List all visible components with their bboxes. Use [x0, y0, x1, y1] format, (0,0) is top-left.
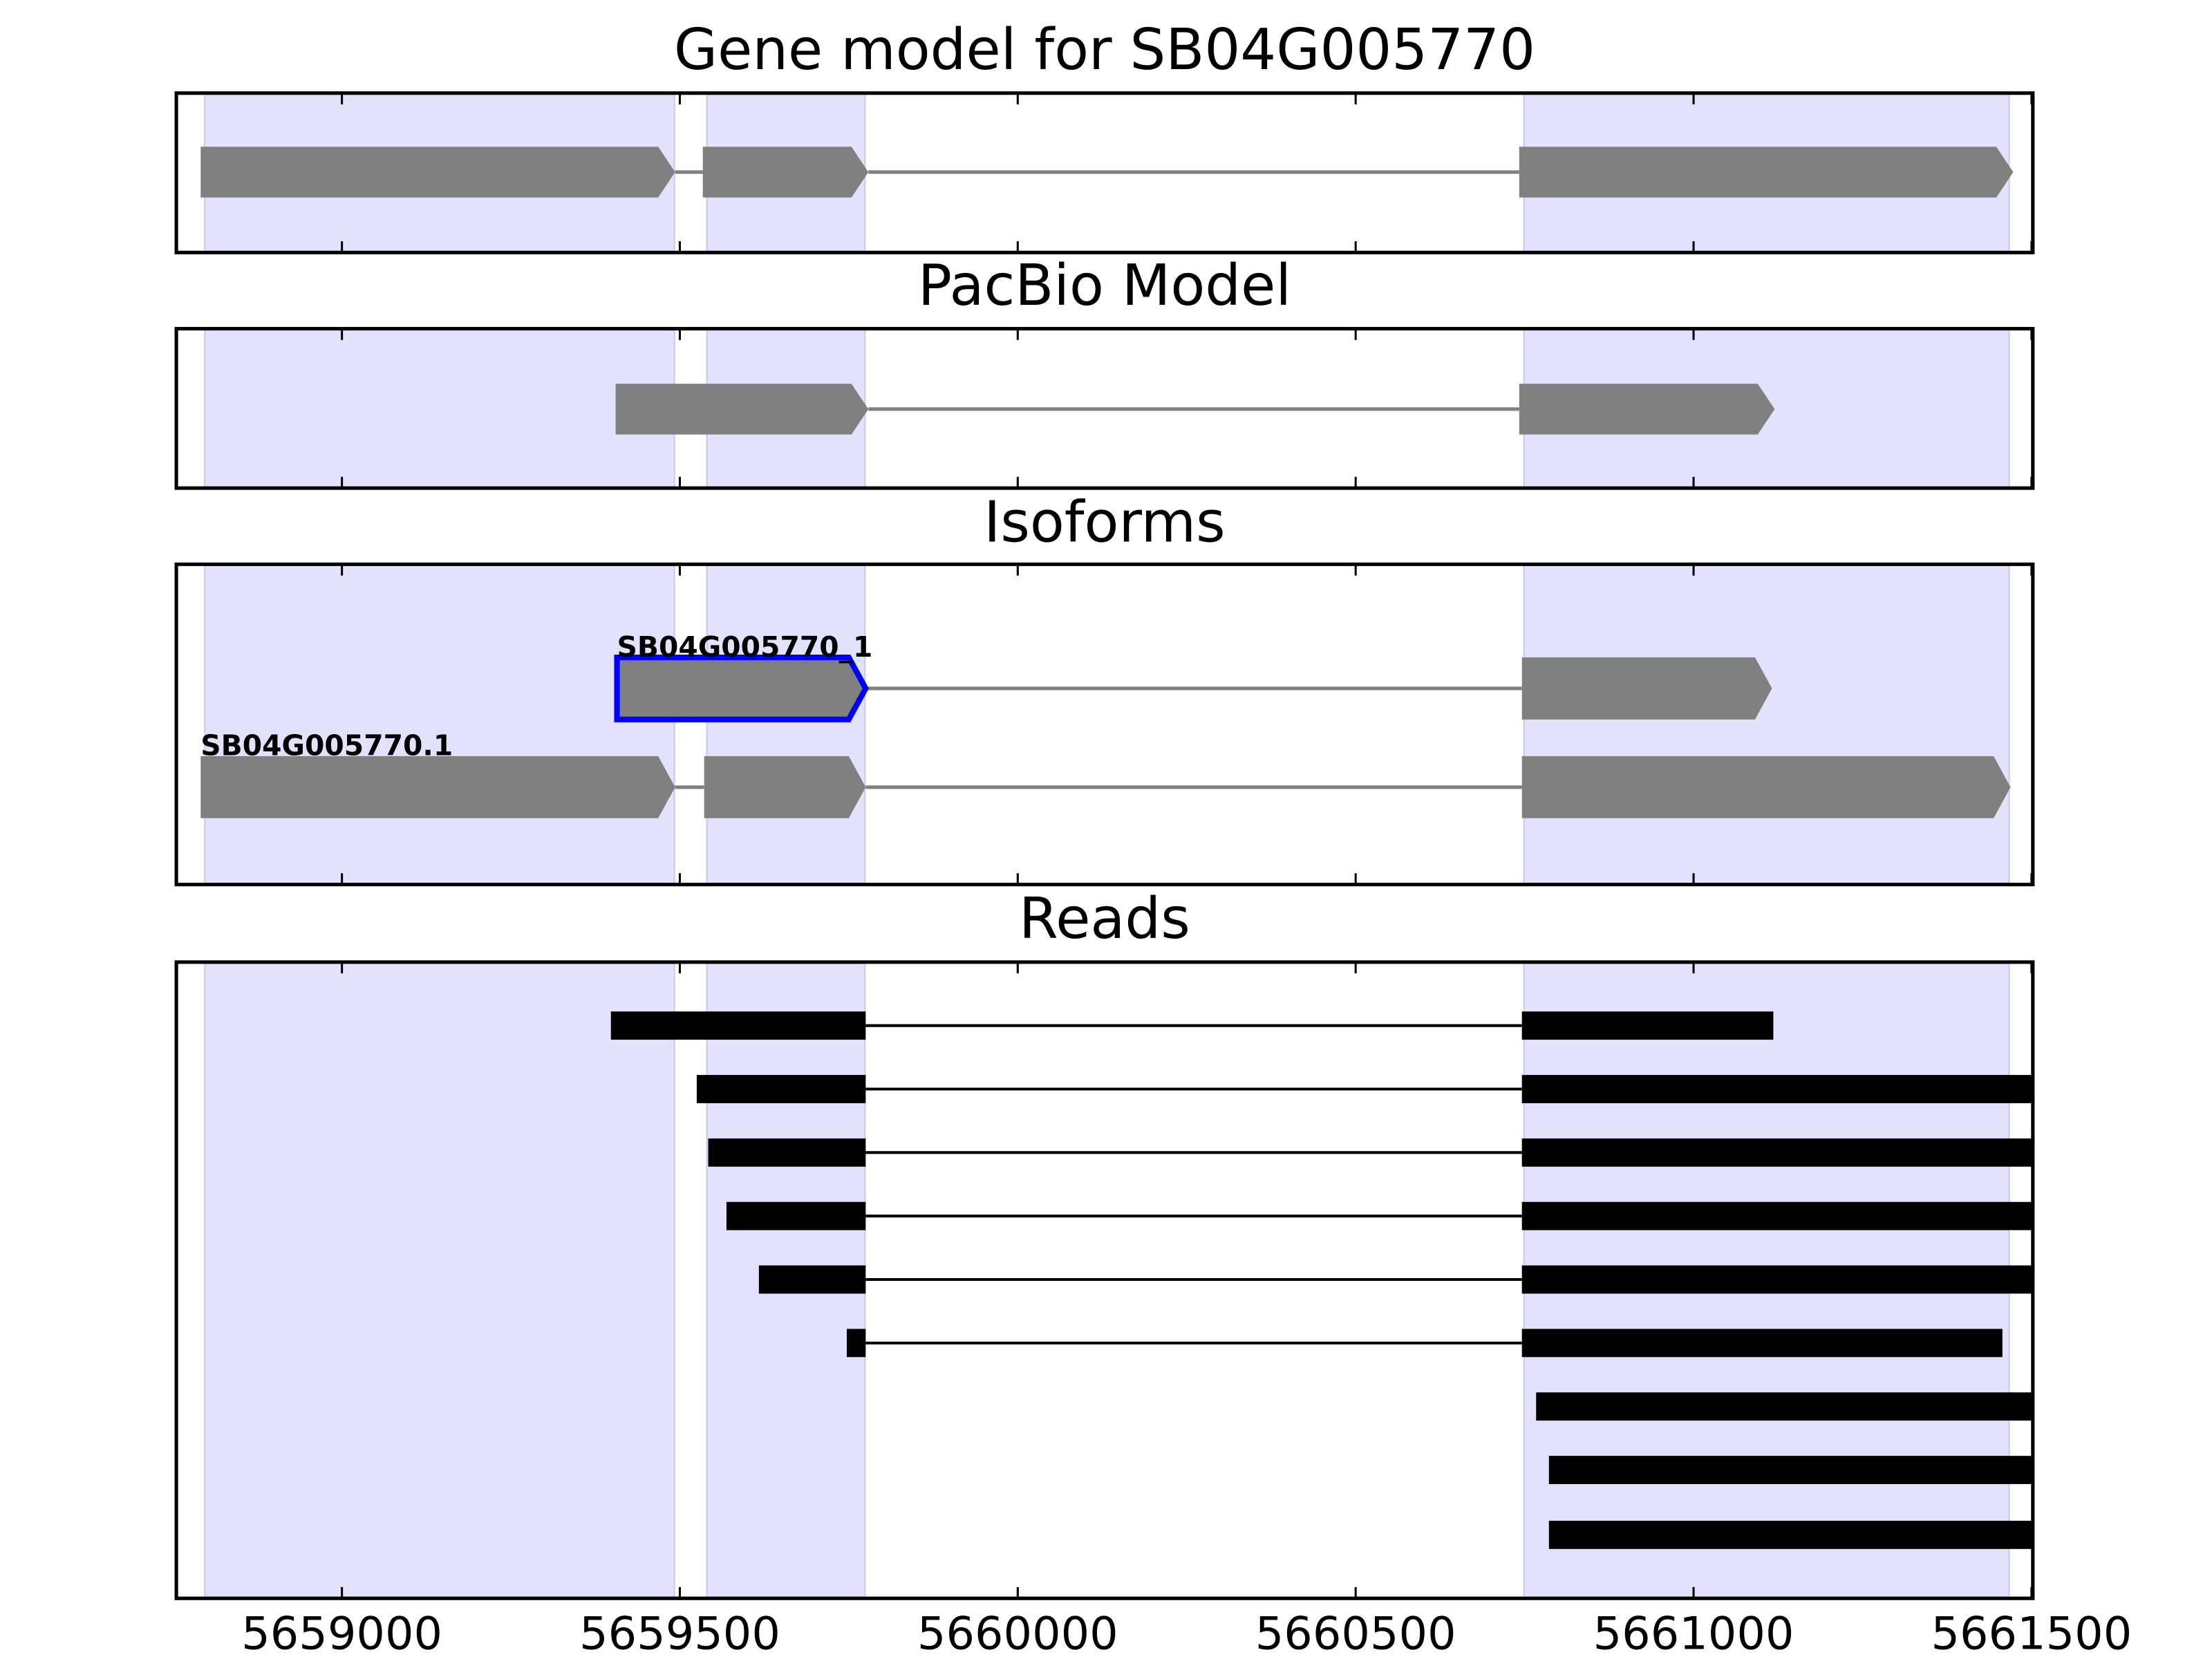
isoform-label: SB04G005770_1 — [617, 630, 873, 664]
x-tick-label: 5661500 — [1931, 1607, 2132, 1659]
exon — [614, 654, 869, 722]
highlight-region — [204, 563, 675, 885]
read-exon — [1548, 1521, 2033, 1549]
read-exon — [726, 1201, 866, 1230]
highlight-region — [204, 961, 675, 1600]
read-exon — [1521, 1138, 2033, 1167]
panel-frame — [174, 326, 2035, 490]
panel-frame — [174, 91, 2035, 254]
read-exon — [846, 1329, 866, 1358]
x-tick-label: 5660500 — [1255, 1607, 1456, 1659]
exon — [1521, 657, 1772, 720]
panel-frame — [174, 562, 2035, 887]
highlight-region — [706, 563, 866, 885]
exon — [1519, 147, 2014, 198]
isoform-label: SB04G005770.1 — [200, 729, 453, 762]
read-exon — [610, 1011, 866, 1040]
exon — [200, 756, 675, 818]
x-tick-label: 5660000 — [917, 1607, 1118, 1659]
read-exon — [696, 1075, 866, 1103]
read-exon — [1521, 1201, 2033, 1230]
read-exon — [1521, 1011, 1774, 1040]
read-exon — [1548, 1456, 2033, 1484]
read-exon — [1521, 1329, 2003, 1358]
panel-title: Isoforms — [984, 490, 1225, 556]
x-tick-label: 5659500 — [579, 1607, 780, 1659]
exon — [1519, 384, 1775, 435]
x-tick-label: 5661000 — [1593, 1607, 1794, 1659]
exon — [200, 147, 675, 198]
read-exon — [1536, 1392, 2033, 1421]
highlight-region — [204, 328, 675, 489]
exon — [704, 756, 866, 818]
exon — [615, 384, 869, 435]
read-exon — [708, 1138, 866, 1167]
panel-frame — [174, 960, 2035, 1600]
highlight-region — [1523, 563, 2010, 885]
read-exon — [1521, 1265, 2033, 1294]
panel-title: Reads — [1019, 886, 1190, 952]
read-exon — [758, 1265, 866, 1294]
panel-title: Gene model for SB04G005770 — [674, 17, 1535, 83]
read-exon — [1521, 1075, 2033, 1103]
panel-title: PacBio Model — [918, 253, 1291, 319]
x-tick-label: 5659000 — [241, 1607, 442, 1659]
exon — [1521, 756, 2011, 818]
exon — [702, 147, 869, 198]
